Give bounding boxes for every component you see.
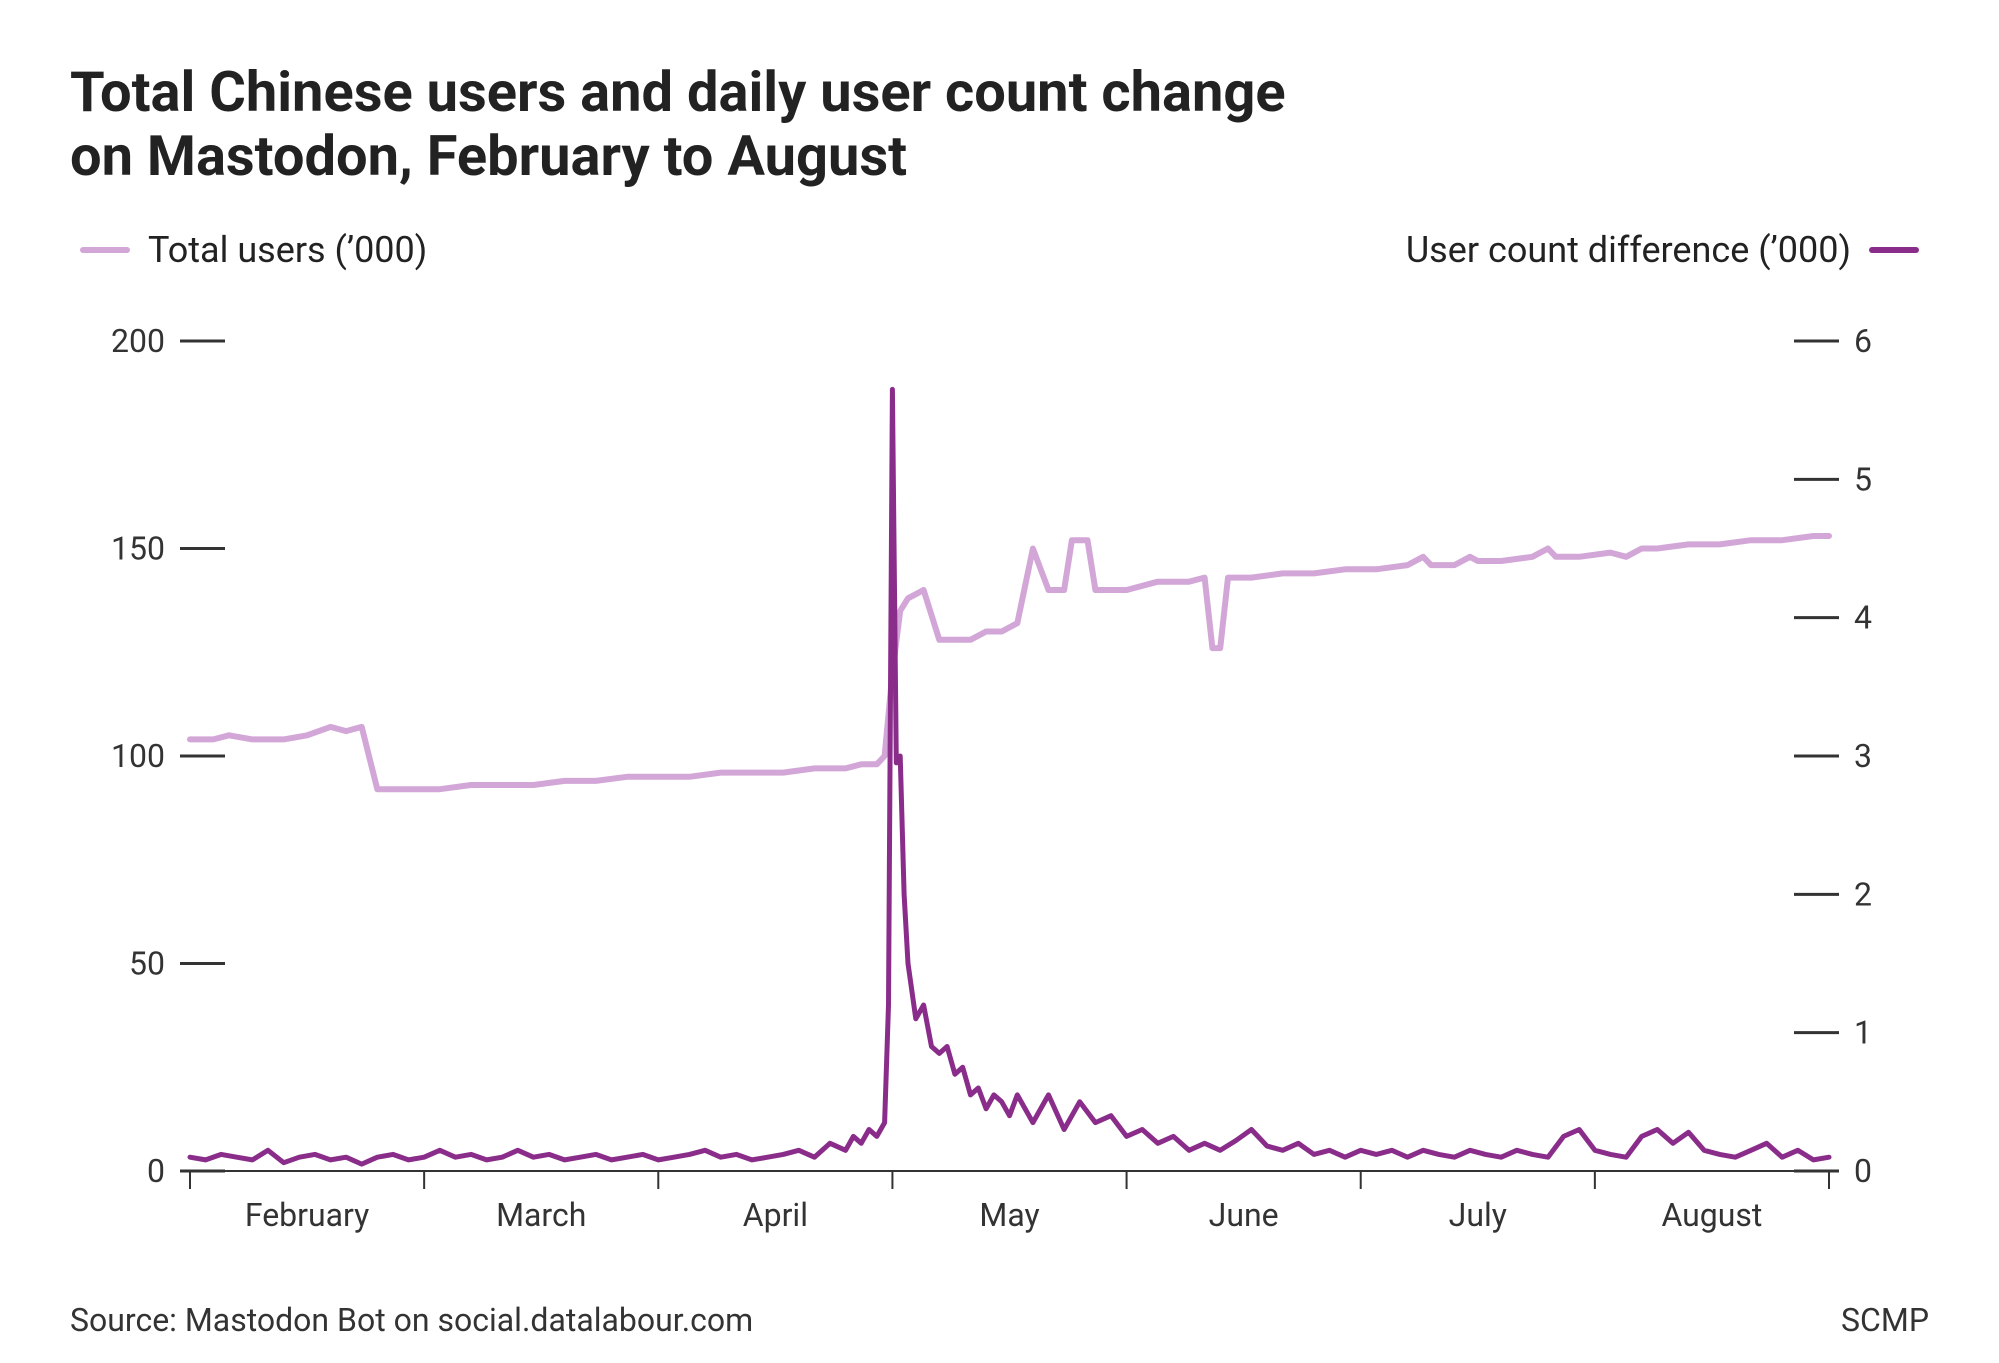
legend: Total users (’000) User count difference… (70, 229, 1929, 271)
legend-right-label: User count difference (’000) (1406, 229, 1851, 271)
legend-right: User count difference (’000) (1406, 229, 1919, 271)
svg-text:March: March (496, 1196, 586, 1234)
svg-text:2: 2 (1854, 875, 1872, 913)
svg-text:0: 0 (1854, 1152, 1872, 1190)
footer: Source: Mastodon Bot on social.datalabou… (70, 1301, 1929, 1339)
legend-left: Total users (’000) (80, 229, 427, 271)
svg-text:April: April (743, 1196, 808, 1234)
legend-swatch-left (80, 247, 130, 253)
chart-container: Total Chinese users and daily user count… (0, 0, 1999, 1363)
svg-text:0: 0 (147, 1152, 165, 1190)
svg-text:July: July (1449, 1196, 1507, 1234)
svg-text:1: 1 (1854, 1013, 1872, 1051)
svg-text:August: August (1661, 1196, 1762, 1234)
chart-svg: 0 50 100 150 200 0 1 2 3 4 5 6 February March April May… (70, 301, 1929, 1261)
svg-text:50: 50 (129, 944, 165, 982)
title-line-1: Total Chinese users and daily user count… (70, 59, 1286, 125)
title-line-2: on Mastodon, February to August (70, 123, 907, 189)
svg-text:100: 100 (111, 737, 165, 775)
credit-text: SCMP (1841, 1301, 1929, 1339)
chart-title: Total Chinese users and daily user count… (70, 60, 1929, 189)
source-text: Source: Mastodon Bot on social.datalabou… (70, 1301, 753, 1339)
plot-area: 0 50 100 150 200 0 1 2 3 4 5 6 February March April May… (70, 301, 1929, 1261)
svg-text:February: February (245, 1196, 369, 1234)
svg-text:3: 3 (1854, 737, 1872, 775)
legend-swatch-right (1869, 247, 1919, 253)
svg-text:5: 5 (1854, 460, 1872, 498)
svg-text:200: 200 (111, 322, 165, 360)
svg-text:June: June (1209, 1196, 1279, 1234)
svg-text:150: 150 (111, 529, 165, 567)
svg-text:6: 6 (1854, 322, 1872, 360)
legend-left-label: Total users (’000) (148, 229, 427, 271)
svg-text:4: 4 (1854, 598, 1872, 636)
svg-text:May: May (979, 1196, 1039, 1234)
